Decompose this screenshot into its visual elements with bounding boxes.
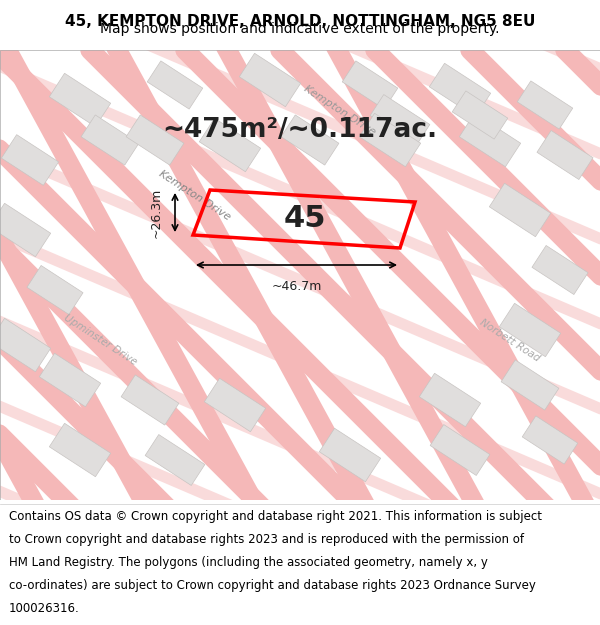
Polygon shape — [532, 246, 588, 294]
Polygon shape — [460, 113, 521, 167]
Text: Kempton Drive: Kempton Drive — [302, 83, 377, 137]
Text: ~46.7m: ~46.7m — [271, 280, 322, 293]
Polygon shape — [359, 113, 421, 167]
Polygon shape — [126, 115, 184, 165]
Polygon shape — [27, 266, 83, 314]
Polygon shape — [1, 134, 59, 186]
Polygon shape — [490, 183, 551, 237]
Polygon shape — [49, 73, 110, 127]
Polygon shape — [430, 424, 490, 476]
Polygon shape — [419, 373, 481, 427]
Text: Contains OS data © Crown copyright and database right 2021. This information is : Contains OS data © Crown copyright and d… — [9, 510, 542, 523]
Polygon shape — [430, 63, 491, 117]
Text: Upminster Drive: Upminster Drive — [62, 312, 139, 368]
Polygon shape — [40, 353, 101, 407]
Polygon shape — [0, 203, 50, 257]
Text: 100026316.: 100026316. — [9, 602, 80, 616]
Polygon shape — [199, 118, 260, 172]
Text: Kempton Drive: Kempton Drive — [157, 168, 233, 222]
Polygon shape — [319, 428, 380, 482]
Text: ~26.3m: ~26.3m — [150, 188, 163, 238]
Polygon shape — [370, 94, 430, 146]
Text: Map shows position and indicative extent of the property.: Map shows position and indicative extent… — [100, 22, 500, 36]
Text: to Crown copyright and database rights 2023 and is reproduced with the permissio: to Crown copyright and database rights 2… — [9, 533, 524, 546]
Polygon shape — [452, 91, 508, 139]
Polygon shape — [81, 115, 139, 165]
Polygon shape — [121, 375, 179, 425]
Polygon shape — [49, 423, 110, 477]
Polygon shape — [517, 81, 573, 129]
Polygon shape — [342, 61, 398, 109]
Polygon shape — [145, 434, 205, 486]
Polygon shape — [501, 360, 559, 410]
Text: 45, KEMPTON DRIVE, ARNOLD, NOTTINGHAM, NG5 8EU: 45, KEMPTON DRIVE, ARNOLD, NOTTINGHAM, N… — [65, 14, 535, 29]
Polygon shape — [499, 303, 560, 357]
Polygon shape — [522, 416, 578, 464]
Text: Norbett Road: Norbett Road — [478, 317, 542, 363]
Polygon shape — [239, 53, 301, 107]
Polygon shape — [205, 378, 266, 432]
Text: 45: 45 — [283, 204, 326, 233]
Text: ~475m²/~0.117ac.: ~475m²/~0.117ac. — [163, 117, 437, 143]
Text: HM Land Registry. The polygons (including the associated geometry, namely x, y: HM Land Registry. The polygons (includin… — [9, 556, 488, 569]
Polygon shape — [0, 318, 50, 372]
Polygon shape — [281, 115, 339, 165]
Text: co-ordinates) are subject to Crown copyright and database rights 2023 Ordnance S: co-ordinates) are subject to Crown copyr… — [9, 579, 536, 592]
Polygon shape — [147, 61, 203, 109]
Polygon shape — [537, 131, 593, 179]
